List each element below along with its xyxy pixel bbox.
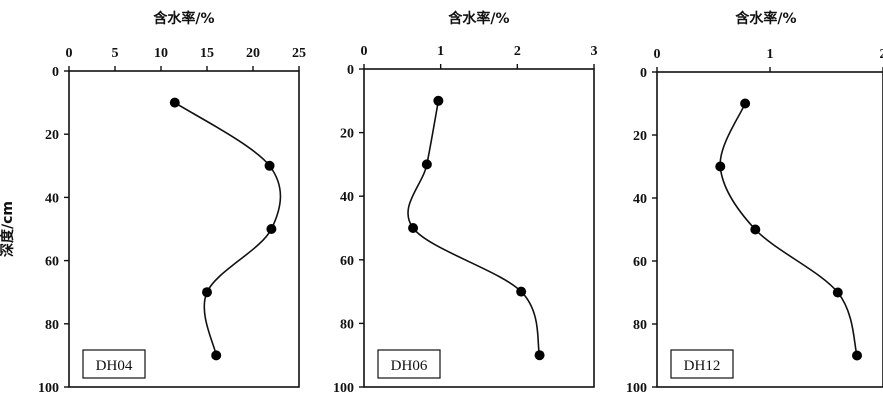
x-tick-label: 0 xyxy=(66,46,73,61)
site-label-box xyxy=(377,349,441,379)
y-tick-label: 40 xyxy=(633,192,647,207)
y-tick-label: 60 xyxy=(340,254,354,269)
y-tick-label: 0 xyxy=(640,66,647,81)
y-tick-label: 40 xyxy=(340,190,354,205)
y-axis-title: 深度/cm xyxy=(0,201,16,257)
data-point xyxy=(264,160,275,171)
chart-panel-dh06: 0 1 2 3 0 20 40 60 80 100 含水率/% DH06 xyxy=(333,10,598,396)
x-axis-title: 含水率/% xyxy=(735,10,796,27)
data-point xyxy=(266,224,277,234)
x-tick-label: 1 xyxy=(437,44,444,59)
series-line xyxy=(719,103,858,356)
y-tick-label: 60 xyxy=(45,255,59,270)
y-tick-label: 100 xyxy=(38,381,59,396)
y-tick-label: 80 xyxy=(633,318,647,333)
y-tick-label: 60 xyxy=(633,255,647,270)
x-tick-label: 10 xyxy=(154,46,168,61)
x-tick-label: 2 xyxy=(880,47,883,62)
data-point xyxy=(202,287,212,298)
data-point xyxy=(740,98,751,109)
y-tick-label: 0 xyxy=(347,63,354,78)
y-tick-label: 0 xyxy=(52,65,59,80)
y-tick-label: 20 xyxy=(45,128,59,143)
y-tick-label: 100 xyxy=(626,381,647,396)
plot-frame xyxy=(68,70,300,388)
data-point xyxy=(715,161,726,172)
x-axis-title: 含水率/% xyxy=(153,10,214,27)
data-point xyxy=(211,350,222,361)
plot-frame xyxy=(656,71,883,388)
x-tick-label: 15 xyxy=(200,46,214,61)
x-axis-title: 含水率/% xyxy=(448,10,509,27)
x-tick-label: 1 xyxy=(767,47,774,62)
site-label: DH12 xyxy=(684,358,721,374)
series-line xyxy=(407,100,541,356)
data-point xyxy=(433,95,444,106)
y-tick-label: 80 xyxy=(45,318,59,333)
y-tick-label: 100 xyxy=(333,381,354,396)
x-tick-label: 0 xyxy=(361,44,368,59)
x-tick-label: 25 xyxy=(292,46,306,61)
series-line xyxy=(174,101,282,356)
site-label: DH06 xyxy=(391,358,428,374)
site-label-box xyxy=(82,349,146,379)
site-label: DH04 xyxy=(96,358,133,374)
plot-frame xyxy=(363,68,595,388)
data-point xyxy=(832,287,843,298)
x-tick-label: 5 xyxy=(112,46,119,61)
chart-panel-dh04: 0 5 10 15 20 25 0 20 40 60 80 100 含水率/% 深度/cm DH04 xyxy=(0,10,306,396)
y-tick-label: 40 xyxy=(45,191,59,206)
data-point xyxy=(169,97,180,108)
site-label-box xyxy=(670,349,734,379)
data-point xyxy=(421,159,432,170)
data-point xyxy=(750,224,761,235)
y-tick-label: 20 xyxy=(340,127,354,142)
y-tick-label: 20 xyxy=(633,129,647,144)
x-tick-label: 3 xyxy=(591,44,598,59)
x-tick-label: 20 xyxy=(246,46,260,61)
x-tick-label: 0 xyxy=(654,47,661,62)
x-tick-label: 2 xyxy=(514,44,521,59)
data-point xyxy=(516,286,527,297)
data-point xyxy=(408,223,419,233)
y-tick-label: 80 xyxy=(340,317,354,332)
data-point xyxy=(534,350,545,361)
data-point xyxy=(852,350,863,361)
